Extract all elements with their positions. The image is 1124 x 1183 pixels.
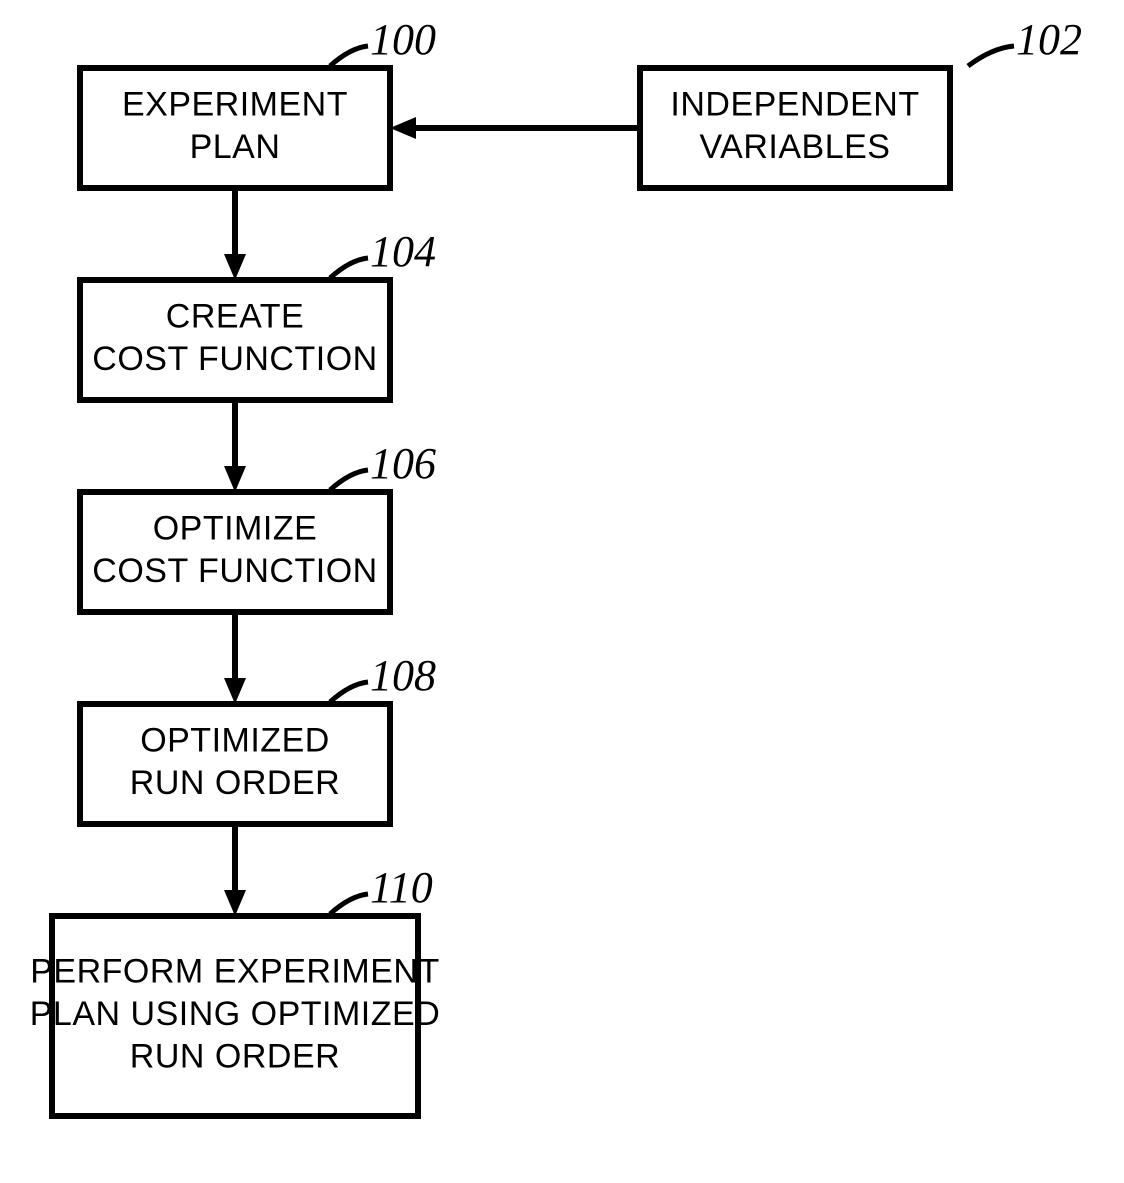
ref-100: 100: [370, 15, 436, 64]
leader-100: [330, 46, 368, 66]
node-100: EXPERIMENT PLAN 100: [80, 15, 436, 188]
node-108: OPTIMIZED RUN ORDER 108: [80, 651, 436, 824]
leader-102: [968, 46, 1014, 66]
node-102-line1: VARIABLES: [700, 128, 891, 166]
leader-110: [330, 894, 368, 914]
leader-104: [330, 258, 368, 278]
node-102: INDEPENDENT VARIABLES 102: [640, 15, 1082, 188]
node-106: OPTIMIZE COST FUNCTION 106: [80, 439, 436, 612]
leader-108: [330, 682, 368, 702]
node-106-line1: COST FUNCTION: [92, 552, 377, 590]
ref-108: 108: [370, 651, 436, 700]
ref-110: 110: [370, 863, 433, 912]
node-108-line1: RUN ORDER: [130, 764, 340, 802]
node-110-line0: PERFORM EXPERIMENT: [30, 952, 439, 990]
node-110-line2: RUN ORDER: [130, 1037, 340, 1075]
node-110-line1: PLAN USING OPTIMIZED: [30, 995, 441, 1033]
ref-104: 104: [370, 227, 436, 276]
node-100-line1: PLAN: [190, 128, 281, 166]
flowchart-svg: EXPERIMENT PLAN 100 INDEPENDENT VARIABLES 102…: [0, 0, 1124, 1183]
leader-106: [330, 470, 368, 490]
ref-106: 106: [370, 439, 436, 488]
node-104-line1: COST FUNCTION: [92, 340, 377, 378]
node-104: CREATE COST FUNCTION 104: [80, 227, 436, 400]
ref-102: 102: [1016, 15, 1082, 64]
node-100-line0: EXPERIMENT: [122, 86, 348, 124]
node-104-line0: CREATE: [166, 298, 304, 336]
node-108-line0: OPTIMIZED: [140, 722, 330, 760]
node-106-line0: OPTIMIZE: [153, 510, 318, 548]
node-102-line0: INDEPENDENT: [670, 86, 919, 124]
